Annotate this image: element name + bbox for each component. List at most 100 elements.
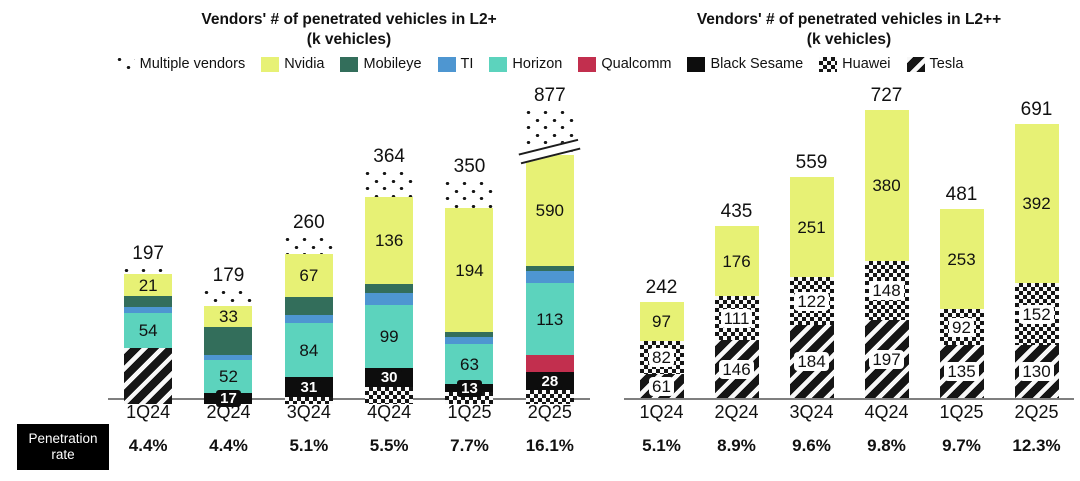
bar-segment-ti <box>124 307 173 313</box>
bar-segment-mobileye <box>124 296 173 307</box>
stacked-bar-4q24: 30 99 136 <box>365 171 414 404</box>
bar-segment-multiple-vendors <box>365 171 414 197</box>
legend-swatch-mobileye-icon <box>340 56 359 72</box>
chart-title-l2plus-text: Vendors' # of penetrated vehicles in L2+ <box>201 11 497 28</box>
bar-total-label: 559 <box>795 152 828 173</box>
bar-total-label: 435 <box>720 201 753 222</box>
segment-value-label: 54 <box>138 321 158 340</box>
legend-swatch-black-sesame-icon <box>687 56 706 72</box>
penetration-rate-value: 9.6% <box>792 436 831 455</box>
bar-segment-nvidia: 33 <box>204 306 253 327</box>
segment-value-label: 33 <box>219 307 238 326</box>
segment-value-label: 21 <box>138 275 158 295</box>
bar-segment-multiple-vendors <box>284 237 333 254</box>
bar-segment-nvidia: 253 <box>939 209 984 309</box>
bar-total-label: 481 <box>945 184 978 205</box>
bar-segment-multiple-vendors <box>204 290 253 306</box>
x-axis-label: 1Q24 <box>639 402 684 422</box>
bar-segment-huawei: 152 <box>1014 283 1059 345</box>
legend-item-nvidia: Nvidia <box>261 56 324 72</box>
penetration-rate-value: 4.4% <box>209 436 248 455</box>
segment-value-label: 380 <box>872 176 901 195</box>
x-axis-label: 2Q24 <box>714 402 759 422</box>
penetration-rate-value: 9.8% <box>867 436 906 455</box>
penetration-rate-value: 12.3% <box>1012 436 1061 455</box>
stacked-bar-1q24: 54 21 <box>124 268 173 404</box>
bar-segment-mobileye <box>445 332 494 337</box>
segment-value-label: 17 <box>216 390 241 407</box>
stacked-bar-2q25: 130 152 392 <box>1014 124 1059 398</box>
bar-total-label: 691 <box>1020 99 1053 120</box>
penetration-rate-row-label: Penetration rate <box>17 424 109 470</box>
stacked-bar-2q25: 28 113 590 <box>518 110 581 404</box>
bar-segment-ti <box>284 315 333 323</box>
legend-swatch-qualcomm-icon <box>578 56 597 72</box>
segment-value-label: 67 <box>299 266 319 285</box>
stacked-bar-4q24: 197 148 380 <box>864 110 909 398</box>
plot-area-l2plusplus: 242 61 82 97 435 146 111 176 559 184 122 251 727 197 1… <box>624 85 1074 400</box>
bar-segment-huawei: 122 <box>789 277 834 325</box>
bar-segment-black-sesame: 30 <box>365 368 414 387</box>
bar-column-3q24: 559 184 122 251 <box>789 152 834 398</box>
bar-segment-black-sesame: 13 <box>445 379 494 397</box>
bar-segment-huawei: 111 <box>714 296 759 340</box>
bar-segment-ti <box>525 271 574 283</box>
bar-segment-multiple-vendors <box>445 181 494 208</box>
penetration-rates-l2plusplus: 5.1% 8.9% 9.6% 9.8% 9.7% 12.3% <box>624 436 1074 456</box>
x-axis-label: 3Q24 <box>286 402 331 422</box>
segment-value-label: 136 <box>374 231 404 250</box>
legend-label: Black Sesame <box>710 56 804 72</box>
legend-item-horizon: Horizon <box>489 56 562 72</box>
bar-total-label: 727 <box>870 85 903 106</box>
segment-value-label: 194 <box>455 260 484 280</box>
x-axis-label: 2Q25 <box>1014 402 1059 422</box>
legend: Multiple vendors Nvidia Mobileye TI Horizon Q… <box>0 56 1080 72</box>
segment-value-label: 52 <box>219 367 238 386</box>
segment-value-label: 82 <box>649 348 674 367</box>
segment-value-label: 92 <box>949 317 974 337</box>
legend-swatch-tesla-icon <box>906 56 925 72</box>
x-axis-labels-l2plusplus: 1Q24 2Q24 3Q24 4Q24 1Q25 2Q25 <box>624 402 1074 423</box>
legend-item-multiple-vendors: Multiple vendors <box>116 56 245 72</box>
bar-segment-nvidia: 136 <box>365 197 414 284</box>
chart-title-l2plusplus-text: Vendors' # of penetrated vehicles in L2+… <box>696 11 1002 28</box>
legend-item-black-sesame: Black Sesame <box>687 56 803 72</box>
bar-segment-qualcomm <box>525 355 574 372</box>
bar-segment-huawei <box>525 390 574 404</box>
x-axis-label: 2Q24 <box>206 402 251 422</box>
segment-value-label: 28 <box>537 372 563 390</box>
bar-segment-nvidia: 21 <box>124 274 173 296</box>
stacked-bar-3q24: 31 84 67 <box>284 237 333 404</box>
penetration-rate-value: 5.5% <box>369 436 409 455</box>
segment-value-label: 253 <box>947 249 976 269</box>
segment-value-label: 148 <box>869 281 904 300</box>
bar-segment-horizon: 99 <box>365 305 414 368</box>
bar-column-1q25: 350 13 63 194 <box>445 156 494 404</box>
bar-column-1q24: 197 54 21 <box>124 243 173 404</box>
stacked-bar-2q24: 17 52 33 <box>204 290 253 407</box>
bar-segment-nvidia: 176 <box>714 226 759 296</box>
penetration-rate-value: 5.1% <box>642 436 681 455</box>
bar-segment-huawei <box>365 387 414 404</box>
segment-value-label: 99 <box>379 327 399 346</box>
bar-segment-tesla <box>124 348 173 404</box>
legend-label: Mobileye <box>363 56 422 72</box>
penetration-rates-l2plus: 4.4% 4.4% 5.1% 5.5% 7.7% 16.1% <box>108 436 590 456</box>
bar-column-2q25: 691 130 152 392 <box>1014 99 1059 398</box>
x-axis-label: 3Q24 <box>789 402 834 422</box>
segment-value-label: 111 <box>720 308 753 328</box>
bar-total-label: 197 <box>132 243 164 264</box>
legend-label: TI <box>460 56 474 72</box>
bar-segment-huawei: 82 <box>639 341 684 374</box>
x-axis-label: 4Q24 <box>864 402 909 422</box>
penetration-rate-value: 7.7% <box>450 436 489 455</box>
x-axis-labels-l2plus: 1Q24 2Q24 3Q24 4Q24 1Q25 2Q25 <box>108 402 590 423</box>
segment-value-label: 122 <box>794 291 829 311</box>
legend-item-ti: TI <box>437 56 474 72</box>
bar-segment-nvidia: 97 <box>639 302 684 341</box>
bar-segment-horizon: 84 <box>284 323 333 377</box>
bar-segment-nvidia: 590 <box>518 138 581 266</box>
bar-segment-nvidia: 67 <box>284 254 333 297</box>
segment-value-label: 30 <box>376 369 402 386</box>
